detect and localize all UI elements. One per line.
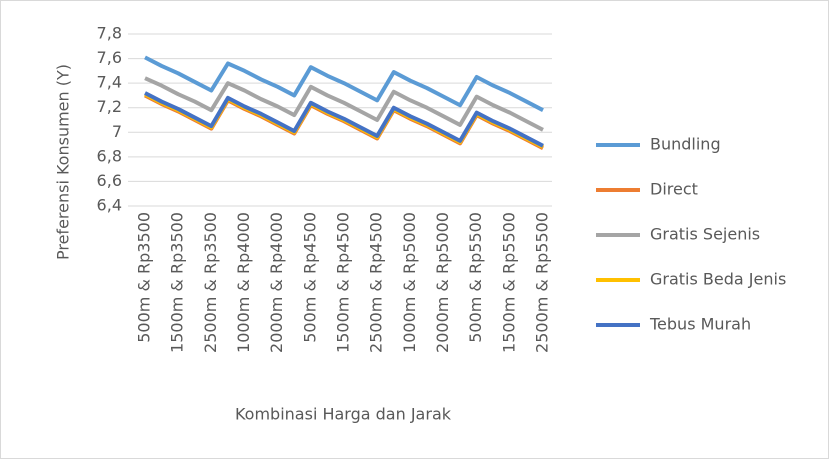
x-tick-label: 2000m & Rp4000 — [267, 212, 286, 353]
x-tick-label: 500m & Rp5500 — [466, 212, 485, 343]
x-tick-label: 1500m & Rp4500 — [334, 212, 353, 353]
series-line — [144, 76, 544, 132]
x-tick-label: 1500m & Rp3500 — [168, 212, 187, 353]
x-tick-label: 1000m & Rp4000 — [234, 212, 253, 353]
legend-label: Gratis Sejenis — [650, 225, 760, 244]
x-axis-title: Kombinasi Harga dan Jarak — [235, 405, 452, 424]
y-tick-label: 7,4 — [97, 73, 122, 92]
y-axis-title: Preferensi Konsumen (Y) — [54, 64, 73, 260]
y-tick-label: 6,8 — [97, 146, 122, 165]
series-line — [144, 55, 544, 112]
x-tick-label: 2000m & Rp5000 — [433, 212, 452, 353]
x-tick-label: 500m & Rp4500 — [300, 212, 319, 343]
x-tick-label: 1500m & Rp5500 — [499, 212, 518, 353]
legend-label: Gratis Beda Jenis — [650, 270, 786, 289]
y-tick-label: 7,8 — [97, 24, 122, 43]
x-tick-label: 2500m & Rp3500 — [201, 212, 220, 353]
y-tick-label: 7 — [112, 122, 122, 141]
y-tick-label: 6,4 — [97, 196, 122, 215]
x-tick-label: 2500m & Rp4500 — [367, 212, 386, 353]
x-tick-label: 1000m & Rp5000 — [400, 212, 419, 353]
y-tick-label: 6,6 — [97, 171, 122, 190]
x-tick-label: 2500m & Rp5500 — [533, 212, 552, 353]
legend-label: Bundling — [650, 135, 721, 154]
legend-label: Direct — [650, 180, 698, 199]
series-line — [144, 91, 544, 148]
legend-label: Tebus Murah — [649, 315, 751, 334]
y-tick-label: 7,2 — [97, 97, 122, 116]
x-tick-label: 500m & Rp3500 — [135, 212, 154, 343]
y-tick-label: 7,6 — [97, 48, 122, 67]
